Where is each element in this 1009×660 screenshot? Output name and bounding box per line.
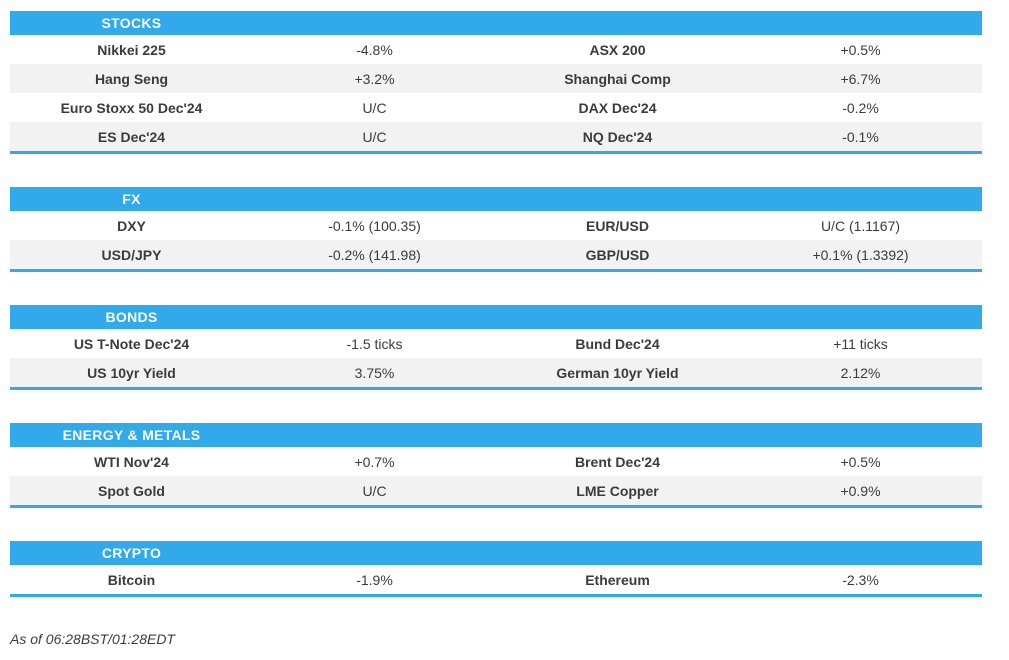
section-stocks: STOCKS Nikkei 225 -4.8% ASX 200 +0.5% Hang Se… bbox=[10, 11, 982, 154]
instrument-value: -1.9% bbox=[356, 571, 393, 588]
instrument-value: 3.75% bbox=[354, 364, 395, 381]
section-fx: FX DXY -0.1% (100.35) EUR/USD U/C (1.1167) US… bbox=[10, 187, 982, 272]
section-title: CRYPTO bbox=[101, 545, 162, 561]
instrument-label: Brent Dec'24 bbox=[574, 453, 661, 470]
instrument-label: ASX 200 bbox=[589, 41, 646, 58]
section-energy-metals: ENERGY & METALS WTI Nov'24 +0.7% Brent Dec'… bbox=[10, 423, 982, 508]
table-row: Spot Gold U/C LME Copper +0.9% bbox=[10, 476, 982, 505]
section-header: FX bbox=[10, 187, 982, 211]
as-of-timestamp: As of 06:28BST/01:28EDT bbox=[10, 631, 175, 647]
instrument-label: German 10yr Yield bbox=[556, 364, 679, 381]
instrument-label: Shanghai Comp bbox=[564, 70, 671, 87]
table-row: USD/JPY -0.2% (141.98) GBP/USD +0.1% (1.339… bbox=[10, 240, 982, 269]
table-row: Euro Stoxx 50 Dec'24 U/C DAX Dec'24 -0.2% bbox=[10, 93, 982, 122]
instrument-value: +0.1% (1.3392) bbox=[812, 246, 909, 263]
instrument-label: GBP/USD bbox=[585, 246, 650, 263]
instrument-value: -4.8% bbox=[356, 41, 393, 58]
instrument-value: -0.2% (141.98) bbox=[328, 246, 421, 263]
instrument-label: Hang Seng bbox=[94, 70, 169, 87]
instrument-value: +0.9% bbox=[840, 482, 881, 499]
instrument-label: EUR/USD bbox=[585, 217, 649, 234]
table-row: US 10yr Yield 3.75% German 10yr Yield 2.12% bbox=[10, 358, 982, 387]
sections-container: STOCKS Nikkei 225 -4.8% ASX 200 +0.5% Hang Se… bbox=[10, 11, 982, 597]
instrument-value: +0.5% bbox=[840, 41, 881, 58]
table-row: Nikkei 225 -4.8% ASX 200 +0.5% bbox=[10, 35, 982, 64]
instrument-label: US T-Note Dec'24 bbox=[73, 335, 190, 352]
instrument-label: LME Copper bbox=[576, 482, 659, 499]
instrument-value: U/C bbox=[362, 482, 387, 499]
instrument-label: DXY bbox=[117, 217, 146, 234]
table-row: DXY -0.1% (100.35) EUR/USD U/C (1.1167) bbox=[10, 211, 982, 240]
market-wrap-table: STOCKS Nikkei 225 -4.8% ASX 200 +0.5% Hang Se… bbox=[10, 11, 982, 647]
section-title: BONDS bbox=[105, 309, 158, 325]
instrument-label: Euro Stoxx 50 Dec'24 bbox=[60, 99, 203, 116]
instrument-value: +0.5% bbox=[840, 453, 881, 470]
table-row: ES Dec'24 U/C NQ Dec'24 -0.1% bbox=[10, 122, 982, 151]
section-title: STOCKS bbox=[101, 15, 162, 31]
instrument-value: +0.7% bbox=[354, 453, 395, 470]
instrument-label: USD/JPY bbox=[101, 246, 162, 263]
section-header: ENERGY & METALS bbox=[10, 423, 982, 447]
instrument-label: Bitcoin bbox=[107, 571, 156, 588]
table-row: Bitcoin -1.9% Ethereum -2.3% bbox=[10, 565, 982, 594]
instrument-value: +6.7% bbox=[840, 70, 881, 87]
instrument-label: DAX Dec'24 bbox=[578, 99, 657, 116]
instrument-value: -2.3% bbox=[842, 571, 879, 588]
section-title: ENERGY & METALS bbox=[62, 427, 201, 443]
instrument-value: 2.12% bbox=[840, 364, 881, 381]
table-row: US T-Note Dec'24 -1.5 ticks Bund Dec'24 +11… bbox=[10, 329, 982, 358]
section-bonds: BONDS US T-Note Dec'24 -1.5 ticks Bund Dec'… bbox=[10, 305, 982, 390]
section-header: CRYPTO bbox=[10, 541, 982, 565]
section-crypto: CRYPTO Bitcoin -1.9% Ethereum -2.3% bbox=[10, 541, 982, 597]
instrument-value: U/C bbox=[362, 128, 387, 145]
instrument-value: -1.5 ticks bbox=[346, 335, 403, 352]
instrument-value: +3.2% bbox=[354, 70, 395, 87]
instrument-value: U/C (1.1167) bbox=[820, 217, 901, 234]
instrument-label: WTI Nov'24 bbox=[94, 453, 169, 470]
instrument-value: -0.1% (100.35) bbox=[328, 217, 421, 234]
section-header: BONDS bbox=[10, 305, 982, 329]
instrument-value: +11 ticks bbox=[833, 335, 888, 352]
instrument-value: -0.2% bbox=[842, 99, 879, 116]
section-header: STOCKS bbox=[10, 11, 982, 35]
instrument-label: Ethereum bbox=[585, 571, 650, 588]
instrument-label: Spot Gold bbox=[98, 482, 165, 499]
table-row: WTI Nov'24 +0.7% Brent Dec'24 +0.5% bbox=[10, 447, 982, 476]
table-row: Hang Seng +3.2% Shanghai Comp +6.7% bbox=[10, 64, 982, 93]
instrument-label: Bund Dec'24 bbox=[575, 335, 660, 352]
instrument-label: Nikkei 225 bbox=[97, 41, 166, 58]
instrument-label: ES Dec'24 bbox=[97, 128, 166, 145]
instrument-value: -0.1% bbox=[842, 128, 879, 145]
section-title: FX bbox=[122, 191, 141, 207]
instrument-value: U/C bbox=[362, 99, 387, 116]
instrument-label: NQ Dec'24 bbox=[582, 128, 653, 145]
instrument-label: US 10yr Yield bbox=[87, 364, 176, 381]
